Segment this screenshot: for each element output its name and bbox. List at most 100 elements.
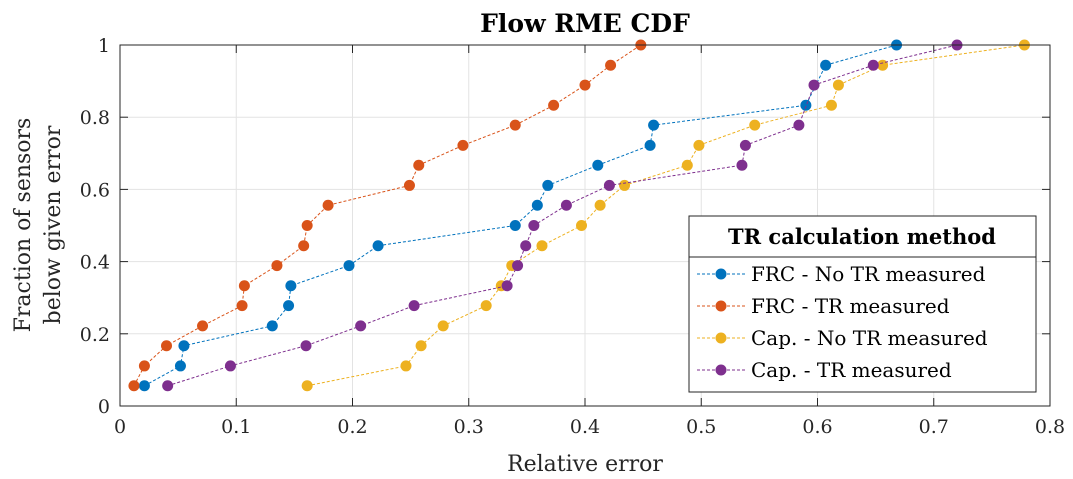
data-point — [322, 199, 334, 211]
x-tick-label: 0.4 — [570, 416, 600, 438]
series-layer — [128, 39, 1030, 392]
data-point — [749, 119, 761, 131]
data-point — [736, 159, 748, 171]
data-point — [283, 300, 295, 312]
series-1 — [138, 39, 903, 392]
y-axis-label-line-2: below given error — [41, 125, 66, 324]
data-point — [162, 380, 174, 392]
data-point — [403, 179, 415, 191]
data-point — [501, 280, 513, 292]
data-point — [548, 99, 560, 111]
series-4 — [162, 39, 963, 392]
series-3 — [301, 39, 1030, 392]
data-point — [161, 340, 172, 352]
data-point — [415, 340, 427, 352]
x-axis-label: Relative error — [507, 452, 663, 477]
legend-label: Cap. - No TR measured — [751, 326, 988, 350]
data-point — [298, 240, 310, 252]
data-point — [301, 380, 313, 392]
data-point — [800, 99, 812, 111]
legend-label: FRC - TR measured — [751, 294, 950, 318]
data-point — [271, 260, 283, 272]
x-tick-label: 0.8 — [1035, 416, 1065, 438]
data-point — [457, 139, 469, 151]
data-point — [372, 240, 384, 252]
data-point — [236, 300, 248, 312]
data-point — [579, 79, 591, 91]
legend: TR calculation method FRC - No TR measur… — [688, 215, 1037, 393]
legend-title: TR calculation method — [728, 224, 996, 249]
legend-marker — [715, 364, 727, 376]
data-point — [224, 360, 236, 372]
series-line — [133, 44, 642, 387]
data-point — [576, 220, 588, 231]
data-point — [739, 139, 751, 151]
data-point — [343, 260, 355, 272]
data-point — [509, 119, 521, 131]
data-point — [560, 199, 572, 211]
y-tick-label: 0.8 — [80, 107, 110, 129]
legend-entry-2: FRC - TR measured — [697, 294, 950, 318]
legend-marker — [715, 332, 727, 344]
data-point — [301, 220, 313, 231]
legend-marker — [715, 268, 727, 280]
legend-entry-4: Cap. - TR measured — [697, 358, 952, 382]
x-tick-label: 0.2 — [337, 416, 367, 438]
data-point — [531, 199, 543, 211]
data-point — [400, 360, 412, 372]
data-point — [820, 59, 832, 71]
data-point — [480, 300, 492, 312]
data-point — [437, 320, 449, 332]
y-tick-label: 0 — [98, 396, 110, 418]
data-point — [408, 300, 420, 312]
data-point — [528, 220, 540, 231]
data-point — [832, 79, 844, 91]
y-tick-label: 0.2 — [80, 324, 110, 346]
y-axis-label-line-1: Fraction of sensors — [11, 118, 36, 333]
x-tick-label: 0.7 — [919, 416, 949, 438]
data-point — [644, 139, 656, 151]
data-point — [300, 340, 312, 352]
data-point — [619, 179, 631, 191]
data-point — [542, 179, 554, 191]
axis-ticks: 0 0.1 0.2 0.3 0.4 0.5 0.6 0.7 0.8 0 0.2 0.4 0.6 0.8 1 — [80, 35, 1065, 438]
x-tick-label: 0.3 — [454, 416, 484, 438]
data-point — [174, 360, 186, 372]
x-tick-label: 0.1 — [221, 416, 251, 438]
data-point — [178, 340, 190, 352]
data-point — [238, 280, 250, 292]
data-point — [138, 360, 150, 372]
legend-label: Cap. - TR measured — [751, 358, 952, 382]
legend-box — [688, 215, 1037, 393]
legend-entries: FRC - No TR measured FRC - TR measured Cap… — [697, 262, 988, 382]
y-tick-label: 1 — [98, 35, 110, 57]
data-point — [681, 159, 693, 171]
data-point — [594, 199, 606, 211]
x-tick-label: 0.5 — [686, 416, 716, 438]
y-tick-label: 0.4 — [80, 252, 110, 274]
data-point — [520, 240, 532, 252]
data-point — [808, 79, 820, 91]
data-point — [693, 139, 705, 151]
data-point — [512, 260, 524, 272]
data-point — [825, 99, 837, 111]
series-line — [144, 44, 897, 387]
data-point — [266, 320, 278, 332]
data-point — [197, 320, 209, 332]
data-point — [592, 159, 604, 171]
series-2 — [128, 39, 647, 392]
data-point — [536, 240, 548, 252]
x-tick-label: 0.6 — [802, 416, 832, 438]
data-point — [285, 280, 297, 292]
legend-entry-1: FRC - No TR measured — [697, 262, 986, 286]
legend-label: FRC - No TR measured — [751, 262, 986, 286]
data-point — [509, 220, 521, 231]
y-tick-label: 0.6 — [80, 179, 110, 201]
data-point — [138, 380, 150, 392]
data-point — [413, 159, 425, 171]
data-point — [605, 59, 617, 71]
data-point — [867, 59, 879, 71]
legend-entry-3: Cap. - No TR measured — [697, 326, 988, 350]
data-point — [603, 179, 615, 191]
